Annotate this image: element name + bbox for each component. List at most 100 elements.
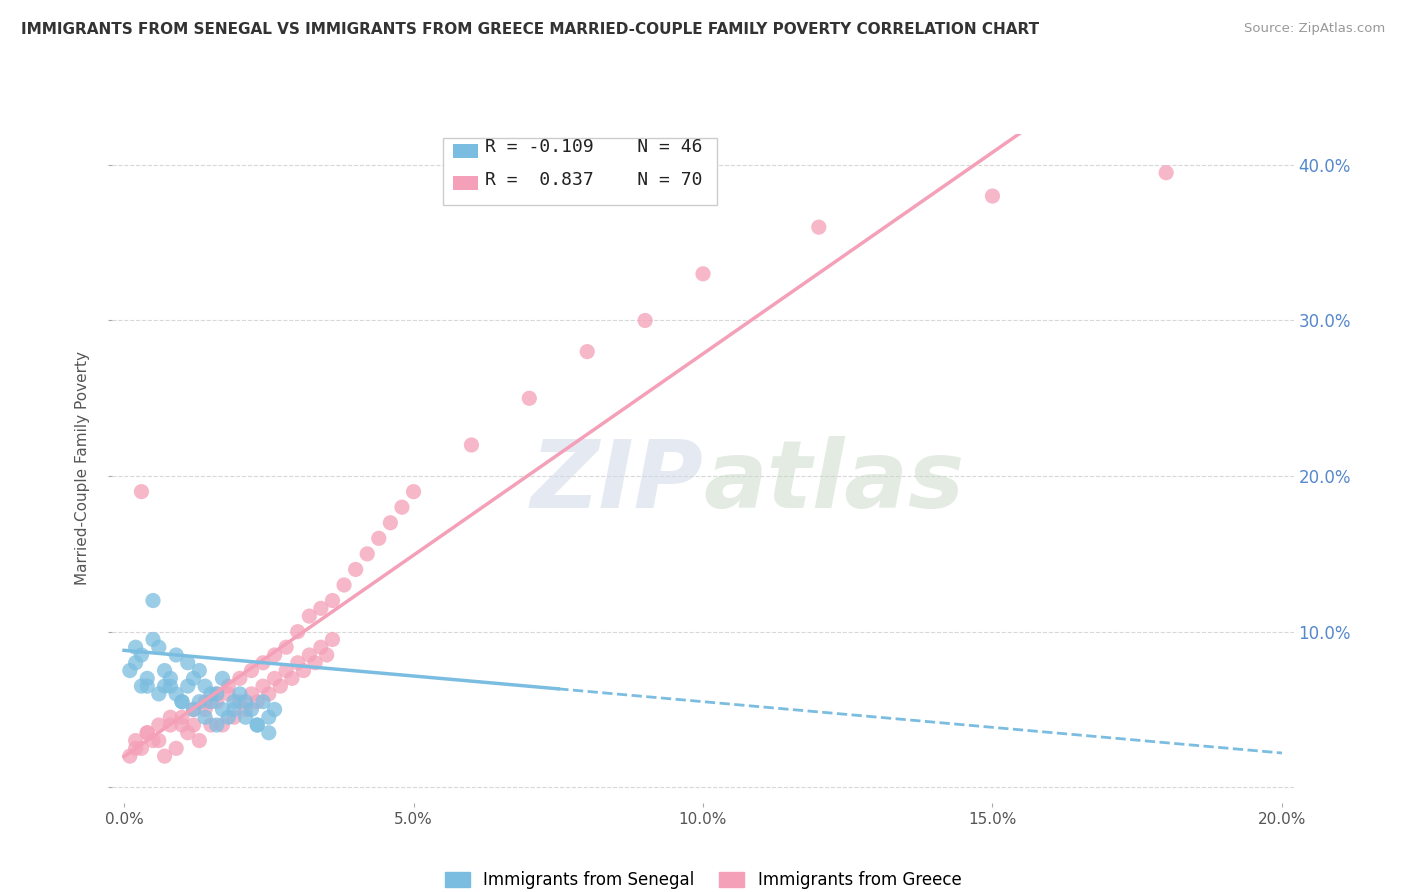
Point bbox=[222, 702, 245, 716]
Point bbox=[222, 695, 245, 709]
Point bbox=[276, 664, 298, 678]
Point bbox=[309, 601, 332, 615]
Point bbox=[460, 438, 482, 452]
Point bbox=[321, 632, 343, 647]
Point bbox=[142, 632, 165, 647]
Point bbox=[807, 220, 830, 235]
Point bbox=[148, 733, 170, 747]
Point bbox=[148, 687, 170, 701]
Point bbox=[981, 189, 1004, 203]
Point bbox=[200, 695, 222, 709]
Point bbox=[517, 392, 540, 406]
Text: R =  0.837    N = 70: R = 0.837 N = 70 bbox=[485, 171, 703, 189]
Point bbox=[217, 679, 239, 693]
Point bbox=[229, 687, 252, 701]
Point bbox=[257, 726, 280, 740]
Point bbox=[1154, 166, 1177, 180]
Text: atlas: atlas bbox=[703, 435, 965, 528]
Point bbox=[124, 741, 146, 756]
Point bbox=[131, 648, 153, 662]
Point bbox=[246, 718, 269, 732]
Point bbox=[344, 562, 367, 576]
Point bbox=[136, 726, 159, 740]
Point bbox=[124, 640, 146, 655]
Point bbox=[263, 702, 285, 716]
Point bbox=[159, 718, 181, 732]
Point bbox=[205, 718, 228, 732]
Point bbox=[131, 679, 153, 693]
Point bbox=[257, 710, 280, 724]
Point bbox=[240, 664, 263, 678]
Point bbox=[257, 687, 280, 701]
Point bbox=[380, 516, 402, 530]
Point bbox=[194, 679, 217, 693]
Point bbox=[402, 484, 425, 499]
Point bbox=[287, 624, 309, 639]
Point bbox=[183, 702, 205, 716]
Point bbox=[634, 313, 657, 327]
Point bbox=[252, 695, 274, 709]
Point bbox=[367, 531, 389, 545]
Point bbox=[124, 656, 146, 670]
Point bbox=[177, 679, 200, 693]
Point bbox=[148, 640, 170, 655]
Point bbox=[217, 687, 239, 701]
Point bbox=[240, 702, 263, 716]
Point bbox=[252, 656, 274, 670]
Text: Source: ZipAtlas.com: Source: ZipAtlas.com bbox=[1244, 22, 1385, 36]
Point bbox=[276, 640, 298, 655]
Point bbox=[246, 695, 269, 709]
Point bbox=[131, 741, 153, 756]
Point bbox=[315, 648, 337, 662]
Point bbox=[391, 500, 413, 515]
Legend: Immigrants from Senegal, Immigrants from Greece: Immigrants from Senegal, Immigrants from… bbox=[439, 864, 967, 892]
Point bbox=[142, 593, 165, 607]
Point bbox=[321, 593, 343, 607]
Point bbox=[148, 718, 170, 732]
Point bbox=[298, 609, 321, 624]
Point bbox=[217, 710, 239, 724]
Point bbox=[200, 718, 222, 732]
Point bbox=[194, 695, 217, 709]
Point bbox=[165, 687, 187, 701]
Point bbox=[309, 640, 332, 655]
Point bbox=[136, 671, 159, 685]
Point bbox=[153, 679, 176, 693]
Point bbox=[235, 695, 257, 709]
Point bbox=[356, 547, 378, 561]
Point bbox=[692, 267, 714, 281]
Point bbox=[170, 695, 193, 709]
Point bbox=[576, 344, 599, 359]
Point bbox=[177, 656, 200, 670]
Point bbox=[205, 687, 228, 701]
Point bbox=[170, 710, 193, 724]
Point bbox=[333, 578, 356, 592]
Point bbox=[159, 710, 181, 724]
Text: R = -0.109    N = 46: R = -0.109 N = 46 bbox=[485, 138, 703, 156]
Point bbox=[222, 710, 245, 724]
Text: IMMIGRANTS FROM SENEGAL VS IMMIGRANTS FROM GREECE MARRIED-COUPLE FAMILY POVERTY : IMMIGRANTS FROM SENEGAL VS IMMIGRANTS FR… bbox=[21, 22, 1039, 37]
Point bbox=[281, 671, 304, 685]
Point bbox=[263, 648, 285, 662]
Point bbox=[165, 741, 187, 756]
Point bbox=[170, 695, 193, 709]
Point bbox=[229, 695, 252, 709]
Point bbox=[159, 679, 181, 693]
Point bbox=[235, 710, 257, 724]
Point bbox=[118, 664, 141, 678]
Point bbox=[183, 671, 205, 685]
Point bbox=[205, 695, 228, 709]
Point bbox=[298, 648, 321, 662]
Point bbox=[263, 671, 285, 685]
Point bbox=[211, 702, 233, 716]
Point bbox=[188, 733, 211, 747]
Point bbox=[205, 687, 228, 701]
Point bbox=[124, 733, 146, 747]
Point bbox=[200, 687, 222, 701]
Point bbox=[235, 702, 257, 716]
Point bbox=[194, 702, 217, 716]
Point bbox=[177, 726, 200, 740]
Y-axis label: Married-Couple Family Poverty: Married-Couple Family Poverty bbox=[75, 351, 90, 585]
Point bbox=[194, 710, 217, 724]
Point bbox=[142, 733, 165, 747]
